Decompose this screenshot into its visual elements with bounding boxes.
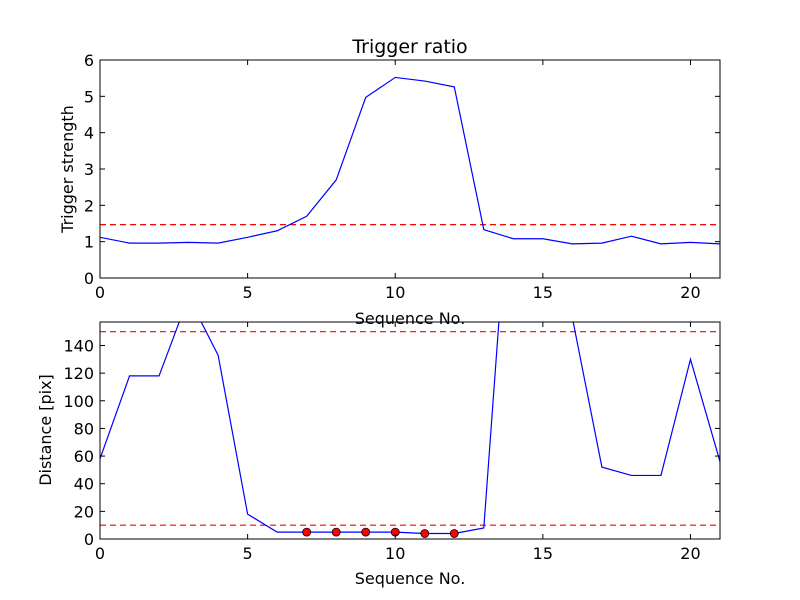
bottom-plot-area xyxy=(100,322,720,538)
bottom-x-tick-label: 0 xyxy=(95,544,105,563)
bottom-y-tick-label: 0 xyxy=(84,530,94,549)
bottom-axes-frame xyxy=(99,321,721,540)
bottom-y-tick-label: 60 xyxy=(74,447,94,466)
top-x-axis-label: Sequence No. xyxy=(355,309,466,328)
top-x-tick-label: 15 xyxy=(533,283,553,302)
bottom-data-marker xyxy=(449,529,459,538)
top-y-tick-label: 2 xyxy=(84,196,94,215)
bottom-data-marker xyxy=(361,527,371,537)
top-x-tick-label: 20 xyxy=(680,283,700,302)
bottom-ticks: 0 5 10 15 20 0 20 40 60 80 100 120 140 xyxy=(63,322,720,563)
bottom-y-tick-label: 40 xyxy=(74,475,94,494)
top-y-tick-label: 1 xyxy=(84,233,94,252)
bottom-x-tick-label: 15 xyxy=(533,544,553,563)
top-y-tick-label: 5 xyxy=(84,87,94,106)
top-x-tick-label: 5 xyxy=(243,283,253,302)
bottom-y-tick-label: 140 xyxy=(63,336,94,355)
bottom-x-tick-label: 10 xyxy=(385,544,405,563)
bottom-y-tick-label: 20 xyxy=(74,502,94,521)
bottom-series-line xyxy=(100,322,720,535)
top-plot-area xyxy=(100,76,720,245)
bottom-x-axis-label: Sequence No. xyxy=(355,569,466,588)
bottom-y-axis-label: Distance [pix] xyxy=(36,374,55,486)
bottom-x-tick-label: 20 xyxy=(680,544,700,563)
top-y-tick-label: 0 xyxy=(84,269,94,288)
bottom-y-tick-label: 120 xyxy=(63,364,94,383)
top-y-tick-label: 3 xyxy=(84,160,94,179)
bottom-y-tick-label: 80 xyxy=(74,419,94,438)
bottom-data-marker xyxy=(331,527,341,537)
top-y-tick-label: 4 xyxy=(84,124,94,143)
top-y-axis-label: Trigger strength xyxy=(58,105,77,234)
bottom-x-tick-label: 5 xyxy=(243,544,253,563)
top-chart-title: Trigger ratio xyxy=(351,36,467,58)
top-series-line xyxy=(100,76,720,245)
top-x-tick-label: 0 xyxy=(95,283,105,302)
bottom-data-marker xyxy=(420,529,430,538)
bottom-data-marker xyxy=(302,527,312,537)
top-y-tick-label: 6 xyxy=(84,51,94,70)
top-chart: Trigger ratio 0 5 10 15 20 0 1 2 3 4 5 6 Sequence N… xyxy=(58,36,721,328)
bottom-y-tick-label: 100 xyxy=(63,392,94,411)
top-ticks: 0 5 10 15 20 0 1 2 3 4 5 6 xyxy=(84,51,720,302)
top-x-tick-label: 10 xyxy=(385,283,405,302)
